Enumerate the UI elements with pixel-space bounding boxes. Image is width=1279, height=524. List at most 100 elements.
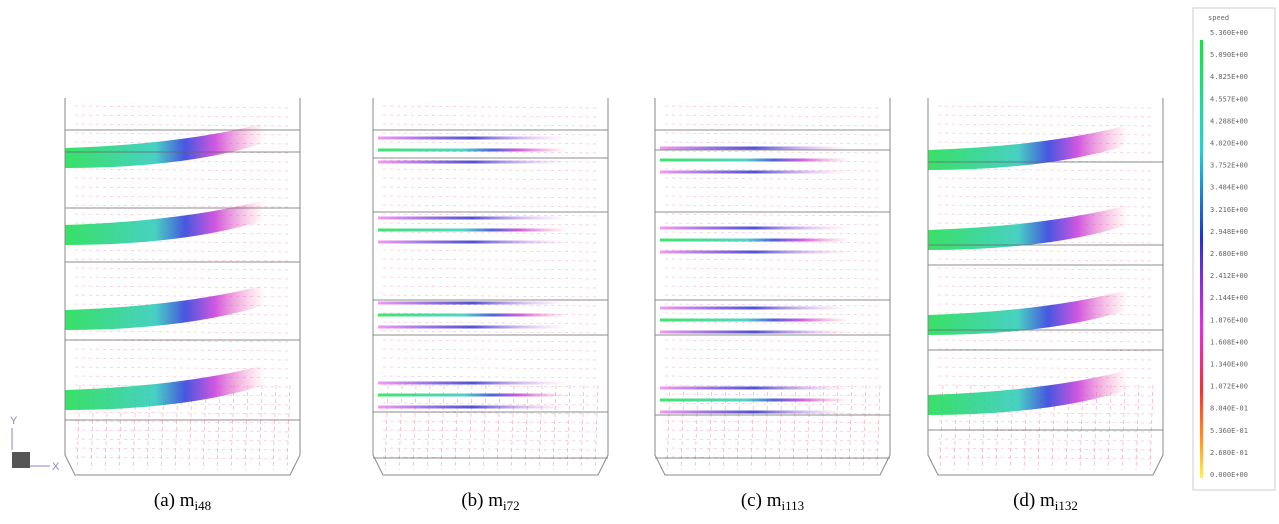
legend-label: 1.340E+00	[1210, 361, 1248, 369]
legend-label: 4.020E+00	[1210, 140, 1248, 148]
vector-streak	[244, 384, 249, 471]
vector-streak	[382, 420, 599, 424]
jet	[928, 290, 1128, 335]
vector-streak	[382, 186, 599, 190]
vector-streak	[382, 105, 599, 109]
jet	[660, 410, 850, 414]
vector-streak	[552, 384, 557, 471]
vector-streak	[382, 141, 599, 145]
jet	[928, 125, 1128, 170]
vector-streak	[382, 357, 599, 361]
vector-streak	[862, 384, 867, 471]
jet	[660, 330, 850, 334]
vector-streak	[382, 177, 599, 181]
vector-streak	[664, 393, 881, 397]
vector-streak	[74, 357, 291, 361]
vector-streak	[230, 384, 235, 471]
vector-streak	[74, 177, 291, 181]
vector-streak	[937, 132, 1154, 136]
vessel-outline	[372, 98, 609, 476]
legend-label: 2.144E+00	[1210, 294, 1248, 302]
vector-streak	[937, 294, 1154, 298]
vector-streak	[426, 384, 431, 471]
vector-streak	[1121, 384, 1126, 471]
caption-subscript: i132	[1055, 498, 1078, 513]
vector-streak	[937, 204, 1154, 208]
vector-streak	[664, 204, 881, 208]
vector-streak	[722, 384, 727, 471]
vector-streak	[566, 384, 571, 471]
vector-streak	[937, 258, 1154, 262]
vector-streak	[382, 276, 599, 280]
vector-streak	[806, 384, 811, 471]
vector-streak	[708, 384, 713, 471]
vector-streak	[937, 285, 1154, 289]
vector-streak	[848, 384, 853, 471]
legend-label: 5.090E+00	[1210, 51, 1248, 59]
legend-label: 8.040E-01	[1210, 405, 1248, 413]
vector-streak	[382, 447, 599, 451]
vector-streak	[440, 384, 445, 471]
vector-streak	[937, 366, 1154, 370]
jet	[660, 398, 850, 402]
legend-label: 5.360E+00	[1210, 29, 1248, 37]
vector-streak	[454, 384, 459, 471]
panels	[64, 98, 1164, 476]
caption-text: (b) m	[461, 490, 503, 511]
legend-label: 2.412E+00	[1210, 272, 1248, 280]
vector-streak	[750, 384, 755, 471]
vector-streak	[664, 366, 881, 370]
vector-streak	[74, 105, 291, 109]
vector-streak	[382, 366, 599, 370]
vector-streak	[792, 384, 797, 471]
vector-streak	[664, 276, 881, 280]
vector-streak	[680, 384, 685, 471]
jet	[378, 228, 568, 232]
jet	[378, 325, 568, 329]
vector-streak	[937, 105, 1154, 109]
axis-icon	[12, 452, 30, 468]
vector-streak	[664, 177, 881, 181]
vector-streak	[384, 384, 389, 471]
vector-streak	[694, 384, 699, 471]
jet	[378, 301, 568, 305]
jet	[928, 205, 1128, 250]
vector-streak	[937, 195, 1154, 199]
vector-streak	[74, 348, 291, 352]
vector-streak	[382, 195, 599, 199]
vector-streak	[382, 330, 599, 334]
legend-label: 4.557E+00	[1210, 95, 1248, 103]
color-bar	[1200, 40, 1203, 478]
panel	[927, 98, 1164, 476]
jet	[660, 226, 850, 230]
panel	[654, 98, 891, 476]
jet	[65, 123, 265, 168]
legend-label: 2.680E+00	[1210, 250, 1248, 258]
vector-streak	[382, 339, 599, 343]
vector-streak	[664, 402, 881, 406]
vector-streak	[664, 105, 881, 109]
jet	[65, 200, 265, 245]
jet	[378, 216, 568, 220]
vector-streak	[736, 384, 741, 471]
legend-label: 2.948E+00	[1210, 228, 1248, 236]
jet	[660, 318, 850, 322]
vector-streak	[74, 366, 291, 370]
vector-streak	[820, 384, 825, 471]
caption-subscript: i72	[503, 498, 520, 513]
vector-streak	[382, 114, 599, 118]
vector-streak	[664, 231, 881, 235]
legend-label: 3.484E+00	[1210, 184, 1248, 192]
vector-streak	[937, 456, 1154, 460]
vector-streak	[382, 429, 599, 433]
vector-streak	[382, 213, 599, 217]
vessel-outline	[927, 98, 1164, 476]
jet	[378, 393, 568, 397]
vector-streak	[382, 222, 599, 226]
vector-streak	[664, 258, 881, 262]
vector-streak	[664, 375, 881, 379]
legend-label: 3.216E+00	[1210, 206, 1248, 214]
jet	[378, 148, 568, 152]
vector-streak	[286, 384, 291, 471]
